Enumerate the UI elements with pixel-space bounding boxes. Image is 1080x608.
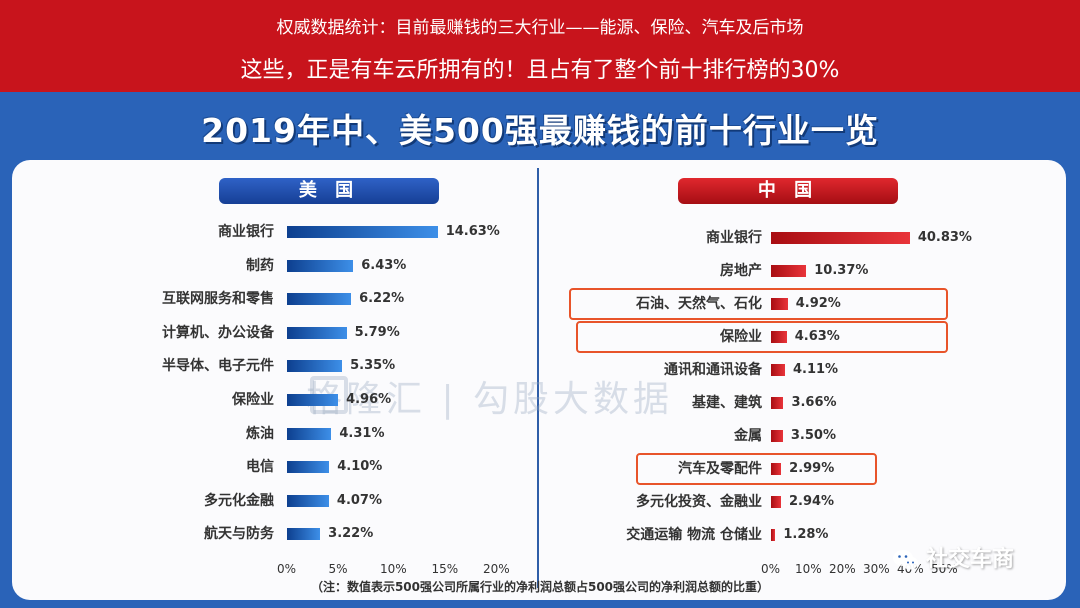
wechat-account-name: 社交车商	[926, 547, 1015, 572]
data-label: 4.11%	[792, 362, 839, 377]
bar	[287, 394, 339, 406]
bar	[287, 226, 438, 238]
category-label: 炼油	[246, 425, 274, 442]
panel-divider	[537, 168, 539, 588]
footnote: （注：数值表示500强公司所属行业的净利润总额占500强公司的净利润总额的比重）	[310, 580, 770, 594]
data-label: 14.63%	[445, 224, 500, 239]
category-label: 通讯和通讯设备	[664, 362, 762, 378]
category-label: 保险业	[720, 329, 762, 345]
bar	[287, 293, 352, 306]
tick-label: 20%	[829, 562, 856, 576]
bar	[287, 461, 330, 474]
category-label: 金属	[734, 428, 762, 444]
category-label: 互联网服务和零售	[162, 291, 274, 308]
bar	[771, 232, 910, 244]
category-label: 商业银行	[218, 224, 274, 240]
tick-label: 0%	[277, 562, 297, 576]
bar	[771, 331, 787, 343]
data-label: 3.22%	[328, 526, 374, 542]
bar	[771, 496, 781, 508]
data-label: 4.07%	[336, 492, 383, 508]
bar	[771, 265, 807, 277]
data-label: 40.83%	[917, 230, 972, 245]
chart-title: 2019年中、美500强最赚钱的前十行业一览	[201, 111, 879, 150]
data-label: 10.37%	[814, 263, 869, 278]
bar	[287, 326, 347, 339]
banner-headline: 这些，正是有车云所拥有的！且占有了整个前十排行榜的30%	[240, 58, 840, 83]
bar	[287, 427, 332, 440]
data-label: 6.22%	[359, 291, 405, 307]
us-chart-title: 美 国	[219, 178, 439, 204]
highlight-box	[569, 288, 948, 320]
category-label: 计算机、办公设备	[162, 324, 274, 341]
category-label: 房地产	[720, 263, 762, 279]
data-label: 4.92%	[795, 296, 841, 311]
category-label: 基建、建筑	[692, 395, 762, 411]
category-label: 制药	[246, 257, 274, 274]
data-label: 5.35%	[350, 358, 396, 374]
highlight-box	[636, 453, 877, 485]
bar	[287, 259, 354, 272]
tick-label: 0%	[761, 562, 781, 576]
tick-label: 50%	[931, 562, 958, 576]
tick-label: 20%	[483, 562, 510, 576]
data-label: 4.63%	[794, 329, 840, 344]
data-label: 6.43%	[361, 257, 407, 273]
category-label: 交通运输 物流 仓储业	[626, 527, 762, 543]
tick-label: 10%	[795, 562, 822, 576]
bar	[771, 463, 782, 475]
category-label: 汽车及零配件	[678, 461, 762, 477]
category-label: 半导体、电子元件	[162, 358, 274, 375]
data-label: 2.94%	[788, 494, 835, 509]
highlight-box	[576, 321, 948, 353]
category-label: 多元化金融	[204, 492, 274, 509]
tick-label: 5%	[328, 562, 348, 576]
data-label: 3.50%	[790, 428, 836, 443]
watermark: 格隆汇 | 勾股大数据	[306, 379, 674, 420]
bar	[771, 364, 785, 376]
tick-label: 10%	[380, 562, 407, 576]
bar	[771, 430, 783, 442]
tick-label: 30%	[863, 562, 890, 576]
category-label: 电信	[246, 459, 274, 476]
tick-label: 15%	[431, 562, 459, 576]
category-label: 商业银行	[706, 230, 762, 246]
data-label: 2.99%	[789, 461, 835, 476]
bar	[771, 397, 784, 409]
wechat-icon	[893, 550, 918, 570]
bar	[287, 360, 343, 373]
data-label: 3.66%	[791, 395, 837, 410]
category-label: 多元化投资、金融业	[636, 494, 762, 510]
data-label: 4.31%	[339, 425, 385, 441]
category-label: 石油、天然气、石化	[636, 296, 762, 312]
category-label: 保险业	[232, 392, 274, 408]
data-label: 5.79%	[354, 324, 400, 340]
bar	[287, 528, 321, 541]
data-label: 1.28%	[783, 527, 829, 542]
bar	[771, 298, 788, 310]
bar	[771, 529, 776, 541]
category-label: 航天与防务	[204, 526, 274, 543]
bar	[287, 494, 329, 507]
data-label: 4.10%	[337, 459, 383, 475]
banner-subtitle: 权威数据统计：目前最赚钱的三大行业——能源、保险、汽车及后市场	[276, 18, 804, 38]
cn-chart-title: 中 国	[678, 178, 898, 204]
data-label: 4.96%	[346, 392, 392, 407]
top-banner: 权威数据统计：目前最赚钱的三大行业——能源、保险、汽车及后市场 这些，正是有车云…	[0, 0, 1080, 92]
